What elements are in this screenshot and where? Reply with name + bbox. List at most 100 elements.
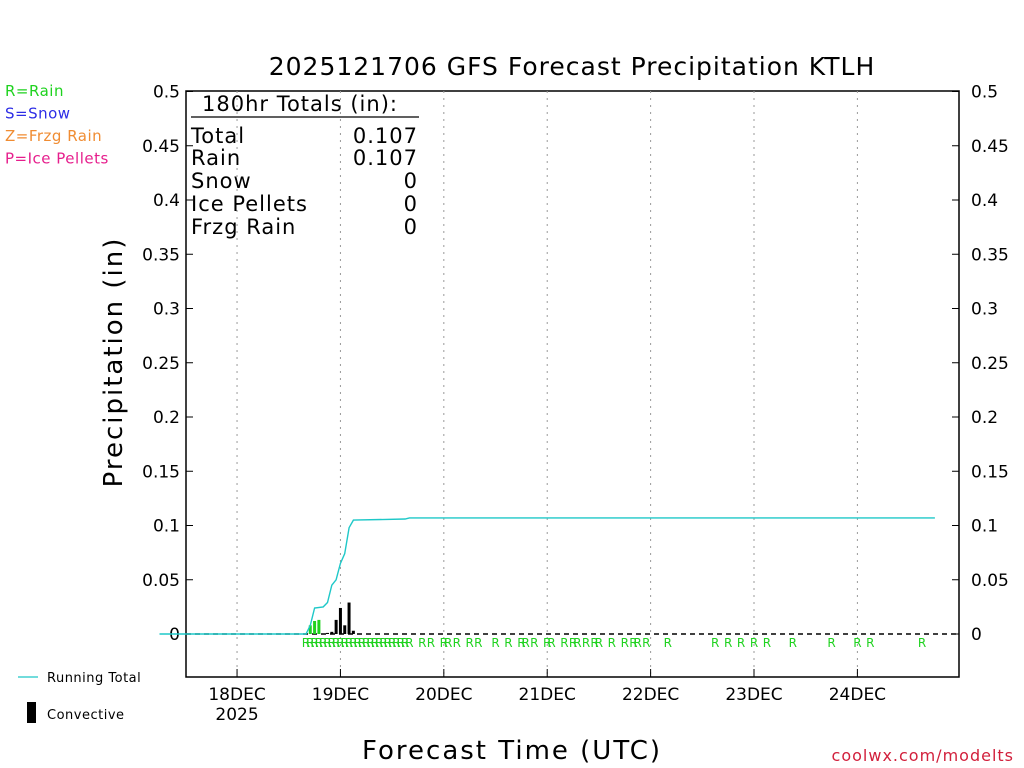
totals-frzg-value: 0: [404, 215, 418, 239]
precip-type-mark: R: [353, 636, 361, 650]
running-total-series: [159, 517, 935, 635]
convective-bar: [338, 607, 342, 634]
precip-type-legend-item: R=Rain: [5, 82, 64, 100]
convective-legend-swatch: [27, 702, 36, 723]
totals-snow-label: Snow: [191, 169, 252, 193]
precip-type-mark: R: [737, 636, 745, 650]
y-tick-label: 0.25: [971, 354, 1009, 374]
precip-type-mark: R: [763, 636, 771, 650]
y-tick-label: 0.15: [971, 462, 1009, 482]
precip-type-mark: R: [466, 636, 474, 650]
precip-type-mark: R: [379, 636, 387, 650]
rain-bar: [313, 620, 317, 634]
precip-type-mark: R: [366, 636, 374, 650]
precip-type-mark: R: [310, 636, 318, 650]
precip-type-mark: R: [453, 636, 461, 650]
precip-bars: [308, 602, 355, 634]
precip-type-mark: R: [590, 636, 598, 650]
precip-type-mark: R: [341, 636, 349, 650]
precip-type-mark: R: [427, 636, 435, 650]
precip-type-mark: R: [328, 636, 336, 650]
x-tick-label: 20DEC: [415, 685, 472, 705]
site-credit: coolwx.com/modelts: [832, 746, 1014, 765]
y-tick-label: 0.05: [142, 571, 180, 591]
precip-type-mark: R: [582, 636, 590, 650]
precip-type-mark: R: [332, 636, 340, 650]
precip-type-mark: R: [569, 636, 577, 650]
x-tick-label: 21DEC: [519, 685, 576, 705]
precip-type-mark: R: [522, 636, 530, 650]
y-axis-left: 0 0.05 0.1 0.15 0.2 0.25 0.3 0.35 0.4 0.45 0.5: [142, 83, 193, 645]
precip-type-mark: R: [853, 636, 861, 650]
precip-type-mark: R: [560, 636, 568, 650]
y-axis-label: Precipitation (in): [99, 237, 129, 488]
precip-type-mark: R: [444, 636, 452, 650]
precip-type-mark: R: [621, 636, 629, 650]
totals-total-label: Total: [190, 124, 245, 148]
precip-type-mark: R: [474, 636, 482, 650]
precip-type-mark: R: [491, 636, 499, 650]
y-tick-label: 0.25: [142, 354, 180, 374]
y-tick-label: 0.35: [142, 245, 180, 265]
y-tick-label: 0.2: [153, 408, 180, 428]
precip-type-mark: R: [384, 636, 392, 650]
vertical-gridlines: [236, 91, 858, 677]
precip-type-mark: R: [789, 636, 797, 650]
precip-type-mark: R: [418, 636, 426, 650]
precip-type-mark: R: [306, 636, 314, 650]
y-tick-label: 0.45: [971, 137, 1009, 157]
y-tick-label: 0.3: [153, 300, 180, 320]
totals-frzg-label: Frzg Rain: [191, 215, 296, 239]
convective-bar: [326, 632, 330, 634]
precip-type-mark: R: [375, 636, 383, 650]
convective-bar: [343, 625, 347, 634]
plot-frame: [185, 90, 960, 678]
y-tick-label: 0.45: [142, 137, 180, 157]
totals-snow-value: 0: [404, 169, 418, 193]
y-tick-label: 0.4: [153, 191, 180, 211]
y-tick-label: 0.35: [971, 245, 1009, 265]
rain-bar: [317, 619, 321, 634]
y-tick-label: 0.1: [971, 517, 998, 537]
x-tick-sublabel: 2025: [215, 705, 258, 725]
precip-type-mark: R: [629, 636, 637, 650]
precip-type-legend-item: Z=Frzg Rain: [5, 127, 102, 145]
precip-type-legend: R=Rain S=Snow Z=Frzg Rain P=Ice Pellets: [5, 82, 108, 168]
totals-ice-value: 0: [404, 192, 418, 216]
precip-type-mark: R: [336, 636, 344, 650]
rain-bar: [308, 625, 312, 634]
precip-type-mark: R: [711, 636, 719, 650]
x-tick-label: 23DEC: [725, 685, 782, 705]
y-tick-label: 0.1: [153, 517, 180, 537]
convective-bar: [330, 631, 334, 634]
y-tick-label: 0.5: [971, 83, 998, 103]
x-tick-label: 19DEC: [312, 685, 369, 705]
precip-type-mark: R: [866, 636, 874, 650]
convective-bar: [351, 630, 355, 634]
x-tick-label: 18DEC: [208, 685, 265, 705]
precip-type-mark: R: [371, 636, 379, 650]
series-legend: Running Total Convective: [18, 671, 141, 723]
totals-total-value: 0.107: [353, 124, 418, 148]
totals-rain-value: 0.107: [353, 146, 418, 170]
precip-type-mark: R: [918, 636, 926, 650]
convective-bar: [334, 619, 338, 634]
precip-type-mark: R: [440, 636, 448, 650]
precip-type-mark: R: [543, 636, 551, 650]
precip-type-mark: R: [349, 636, 357, 650]
precip-type-mark: R: [401, 636, 409, 650]
y-tick-label: 0.4: [971, 191, 998, 211]
precip-type-mark: R: [608, 636, 616, 650]
totals-ice-label: Ice Pellets: [191, 192, 308, 216]
precip-type-mark: R: [315, 636, 323, 650]
precip-type-mark: R: [319, 636, 327, 650]
precip-type-mark: R: [405, 636, 413, 650]
y-tick-label: 0.2: [971, 408, 998, 428]
y-tick-label: 0.3: [971, 300, 998, 320]
precip-type-mark: R: [517, 636, 525, 650]
precip-type-mark: R: [664, 636, 672, 650]
precip-type-mark: R: [504, 636, 512, 650]
